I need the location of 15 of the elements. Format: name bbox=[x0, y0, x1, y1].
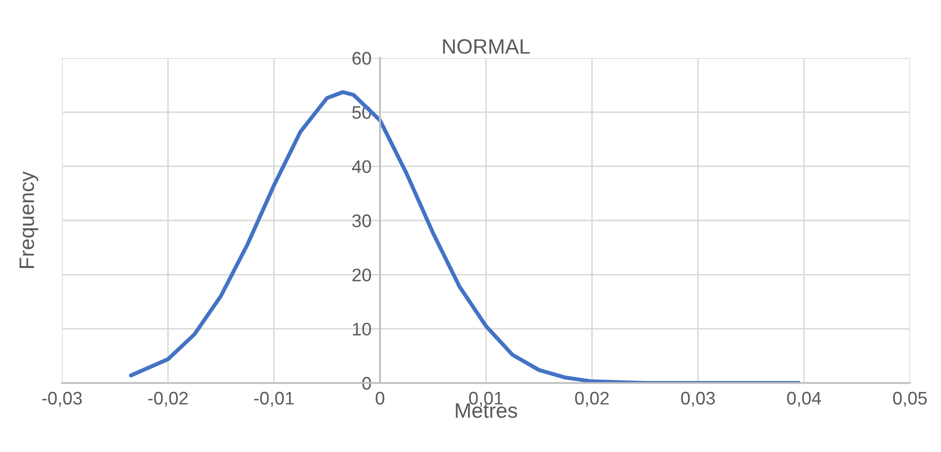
y-tick-label: 60 bbox=[352, 52, 371, 65]
x-tick-label: -0,01 bbox=[254, 392, 294, 407]
x-tick-label: 0,03 bbox=[681, 392, 715, 407]
y-tick-label: 10 bbox=[352, 322, 371, 336]
y-tick-label: 40 bbox=[352, 160, 371, 174]
x-tick-label: 0,05 bbox=[893, 392, 927, 407]
chart-title: NORMAL bbox=[443, 39, 530, 54]
y-tick-label: 20 bbox=[352, 268, 371, 282]
y-axis-title: Frequency bbox=[20, 171, 38, 268]
x-tick-label: -0,03 bbox=[42, 392, 82, 407]
x-tick-label: 0,02 bbox=[575, 392, 609, 407]
x-tick-label: -0,02 bbox=[148, 392, 188, 407]
x-tick-label: 0 bbox=[376, 392, 384, 405]
x-tick-label: 0,04 bbox=[787, 392, 822, 407]
y-tick-label: 30 bbox=[352, 214, 371, 228]
